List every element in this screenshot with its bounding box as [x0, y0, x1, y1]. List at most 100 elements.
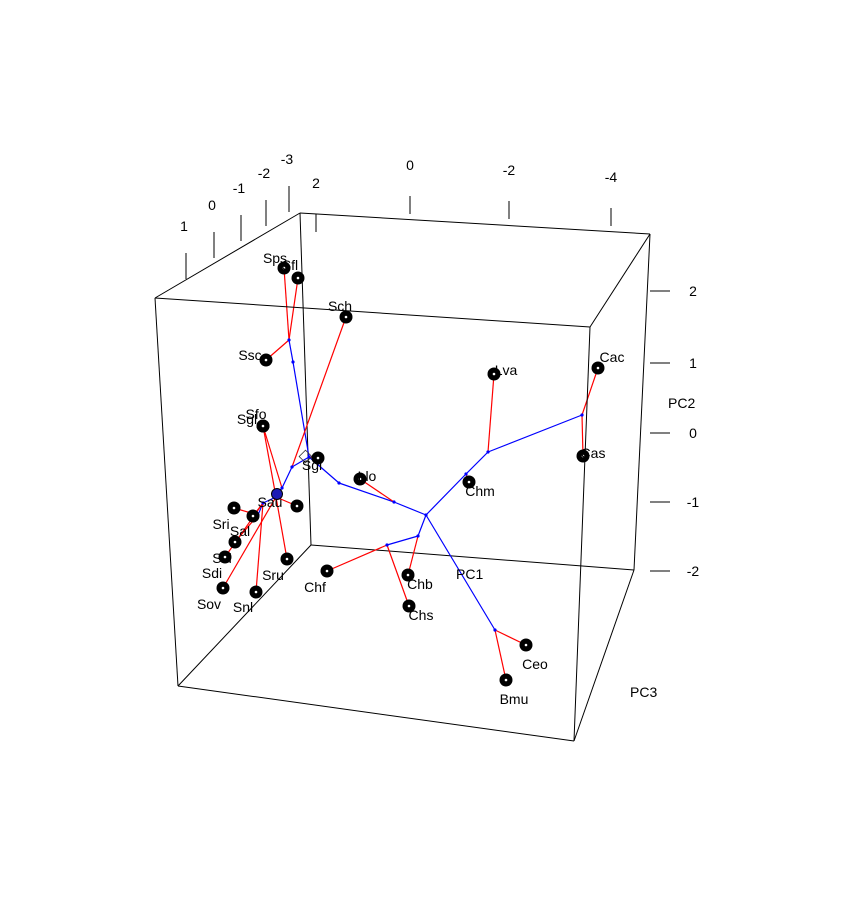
internal-node	[291, 360, 295, 364]
internal-node	[416, 534, 420, 538]
tip-branch	[222, 496, 277, 589]
bounding-box-front-edges	[154, 212, 651, 742]
tip-point-highlight	[264, 358, 268, 362]
bounding-box-back-edges	[177, 212, 651, 687]
tip-branch	[581, 367, 599, 416]
tip-point-highlight	[295, 504, 299, 508]
internal-branch	[425, 473, 467, 516]
y-axis-ticks: 2 1 0 -1 -2	[650, 283, 699, 579]
box-edge	[177, 544, 312, 687]
tip-branch	[359, 478, 395, 503]
z-tick-label: -2	[258, 165, 271, 181]
tip-branch	[291, 316, 347, 468]
tip-label: Sau	[258, 494, 283, 510]
tip-label: Sdi	[202, 565, 222, 581]
tip-label: Chs	[409, 607, 434, 623]
tip-point-highlight	[254, 590, 258, 594]
box-edge	[589, 233, 651, 328]
tip-point-highlight	[233, 540, 237, 544]
tip-label: Sri	[212, 516, 229, 532]
internal-branch	[465, 451, 489, 475]
tip-label: Sov	[197, 596, 221, 612]
tip-points: SpsSflSchSscSfoSglSglSauSalSriSsiSdiSovS…	[197, 250, 625, 707]
tip-point-highlight	[358, 477, 362, 481]
y-tick-label: 0	[689, 425, 697, 441]
tip-label: Sal	[230, 523, 250, 539]
y-tick-label: 2	[689, 283, 697, 299]
tip-branch	[326, 544, 388, 572]
internal-branch	[386, 535, 419, 546]
box-edge	[299, 212, 651, 235]
tip-point-highlight	[504, 678, 508, 682]
axes: 2 0 -2 -4 PC1 2 1 0 -1 -2 PC2 1 0 -1 -2 -3 PC3	[180, 151, 699, 700]
tree-branches	[222, 267, 599, 681]
tip-branch	[407, 535, 419, 576]
z-tick-label: -3	[281, 151, 294, 167]
tip-label: Cac	[600, 349, 625, 365]
node-marker	[271, 488, 283, 500]
tip-point-highlight	[282, 266, 286, 270]
internal-branch	[292, 361, 310, 458]
y-tick-label: -2	[687, 563, 700, 579]
tip-label: Lva	[495, 362, 518, 378]
internal-node	[287, 338, 291, 342]
box-edge	[299, 212, 312, 546]
tip-label: Chf	[304, 579, 326, 595]
tip-label: Sfl	[282, 257, 298, 273]
tip-branch	[288, 277, 299, 341]
tip-point-highlight	[285, 557, 289, 561]
internal-node	[280, 486, 284, 490]
internal-node	[307, 455, 311, 459]
tip-label: Sfo	[245, 406, 266, 422]
box-edge	[633, 233, 651, 571]
tip-branch	[487, 373, 495, 453]
tip-label: Chm	[465, 483, 495, 499]
tip-branch	[255, 502, 264, 593]
tip-label: Bmu	[500, 691, 529, 707]
internal-node	[290, 465, 294, 469]
x-axis-pc1: 2 0 -2 -4 PC1	[312, 157, 617, 582]
internal-branch	[417, 514, 427, 537]
z-tick-label: 1	[180, 218, 188, 234]
y-tick-label: 1	[689, 355, 697, 371]
tip-branch	[262, 425, 277, 498]
tip-label: Ceo	[522, 656, 548, 672]
tip-point-highlight	[296, 276, 300, 280]
tip-point-highlight	[407, 604, 411, 608]
internal-branch	[487, 414, 583, 453]
internal-node	[392, 500, 396, 504]
tip-point-highlight	[467, 480, 471, 484]
box-edge	[154, 297, 591, 328]
y-axis-title: PC2	[668, 395, 695, 411]
y-tick-label: -1	[687, 494, 700, 510]
x-tick-label: 0	[406, 157, 414, 173]
z-axis-ticks: 1 0 -1 -2 -3	[180, 151, 293, 279]
tip-branch	[275, 496, 288, 560]
tip-branch	[494, 629, 507, 681]
tip-branch	[386, 544, 410, 607]
tip-label: Sch	[328, 298, 352, 314]
internal-node	[486, 450, 490, 454]
internal-node	[580, 413, 584, 417]
tip-label: Sgl	[237, 411, 257, 427]
x-tick-label: -4	[605, 169, 618, 185]
z-tick-label: -1	[233, 180, 246, 196]
internal-node	[424, 513, 428, 517]
tip-label: Chb	[407, 576, 433, 592]
internal-node	[493, 628, 497, 632]
box-edge	[310, 544, 635, 571]
tip-point-highlight	[325, 569, 329, 573]
z-axis-title: PC3	[630, 684, 657, 700]
tip-label: Ssc	[238, 347, 261, 363]
x-tick-label: 2	[312, 175, 320, 191]
x-tick-label: -2	[503, 162, 516, 178]
tip-label: Llo	[358, 468, 377, 484]
tip-branch	[283, 267, 290, 341]
tip-branch	[581, 414, 584, 457]
tip-point-highlight	[492, 372, 496, 376]
z-axis-pc3: 1 0 -1 -2 -3 PC3	[180, 151, 657, 700]
tip-label: Cas	[581, 445, 606, 461]
internal-node	[261, 501, 265, 505]
tip-point-highlight	[406, 573, 410, 577]
